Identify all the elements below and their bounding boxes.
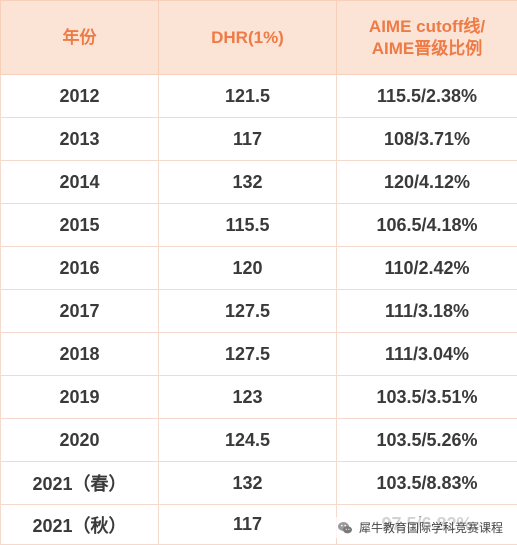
dhr-cell: 124.5 (159, 419, 337, 462)
cutoff-cell: 103.5/8.83% (337, 462, 517, 505)
table-row: 2014 132 120/4.12% (1, 161, 517, 204)
table-row: 2016 120 110/2.42% (1, 247, 517, 290)
year-cell: 2012 (1, 75, 159, 118)
year-cell: 2014 (1, 161, 159, 204)
dhr-cell: 117 (159, 118, 337, 161)
year-cell: 2019 (1, 376, 159, 419)
watermark-text: 犀牛教育国际学科竞赛课程 (359, 519, 503, 536)
cutoff-cell: 111/3.04% (337, 333, 517, 376)
year-cell: 2017 (1, 290, 159, 333)
table-row: 2021（春） 132 103.5/8.83% (1, 462, 517, 505)
header-year: 年份 (1, 1, 159, 75)
dhr-cell: 121.5 (159, 75, 337, 118)
table-row: 2018 127.5 111/3.04% (1, 333, 517, 376)
table-row: 2019 123 103.5/3.51% (1, 376, 517, 419)
year-cell: 2020 (1, 419, 159, 462)
year-cell: 2021（春） (1, 462, 159, 505)
dhr-cell: 120 (159, 247, 337, 290)
year-cell: 2015 (1, 204, 159, 247)
dhr-cell: 132 (159, 462, 337, 505)
table-row: 2020 124.5 103.5/5.26% (1, 419, 517, 462)
cutoff-cell: 108/3.71% (337, 118, 517, 161)
dhr-cell: 127.5 (159, 333, 337, 376)
header-dhr: DHR(1%) (159, 1, 337, 75)
year-cell: 2013 (1, 118, 159, 161)
header-aime-cutoff: AIME cutoff线/ AIME晋级比例 (337, 1, 517, 75)
cutoff-cell: 110/2.42% (337, 247, 517, 290)
wechat-icon (337, 520, 353, 536)
cutoff-cell: 103.5/5.26% (337, 419, 517, 462)
table-row: 2012 121.5 115.5/2.38% (1, 75, 517, 118)
dhr-cell: 132 (159, 161, 337, 204)
year-cell: 2021（秋） (1, 505, 159, 545)
table-row: 2015 115.5 106.5/4.18% (1, 204, 517, 247)
cutoff-cell: 103.5/3.51% (337, 376, 517, 419)
cutoff-cell: 115.5/2.38% (337, 75, 517, 118)
cutoff-cell: 106.5/4.18% (337, 204, 517, 247)
dhr-cell: 123 (159, 376, 337, 419)
table-row: 2017 127.5 111/3.18% (1, 290, 517, 333)
cutoff-cell: 111/3.18% (337, 290, 517, 333)
cutoff-cell: 120/4.12% (337, 161, 517, 204)
year-cell: 2016 (1, 247, 159, 290)
dhr-cell: 127.5 (159, 290, 337, 333)
table-row: 2013 117 108/3.71% (1, 118, 517, 161)
header-row: 年份 DHR(1%) AIME cutoff线/ AIME晋级比例 (1, 1, 517, 75)
dhr-cell: 115.5 (159, 204, 337, 247)
year-cell: 2018 (1, 333, 159, 376)
watermark: 犀牛教育国际学科竞赛课程 (333, 517, 507, 538)
dhr-cell: 117 (159, 505, 337, 545)
